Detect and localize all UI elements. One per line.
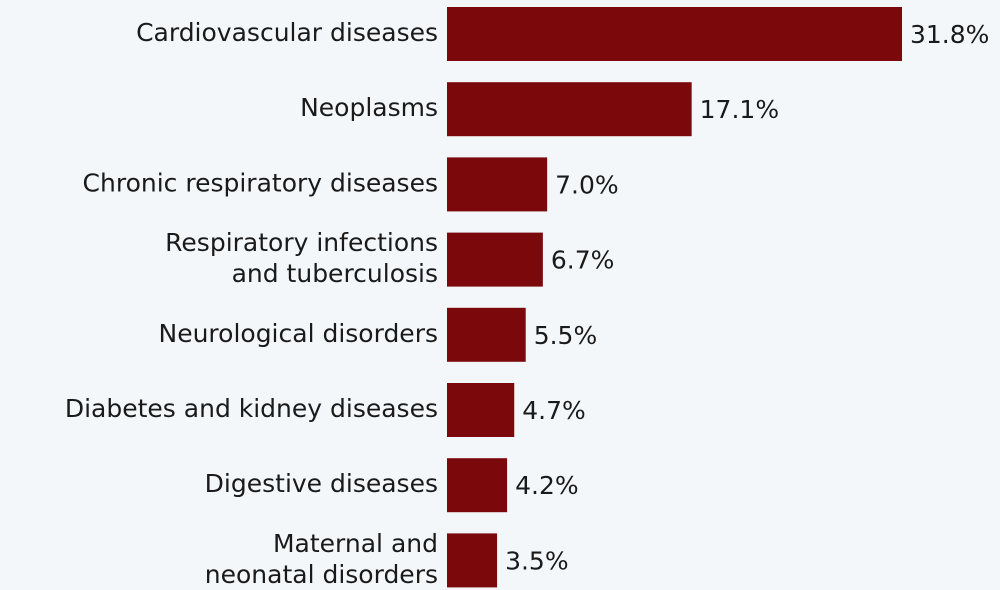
category-label-line: neonatal disorders <box>205 560 438 589</box>
category-label-line: Chronic respiratory diseases <box>83 168 438 197</box>
category-label: Diabetes and kidney diseases <box>65 394 438 423</box>
value-label: 7.0% <box>555 170 619 199</box>
bar <box>447 82 692 137</box>
category-label: Maternal and neonatal disorders <box>205 529 438 589</box>
bar <box>447 232 543 287</box>
value-label: 6.7% <box>551 246 615 275</box>
category-label-line: Neoplasms <box>300 93 438 122</box>
bar <box>447 458 508 513</box>
category-label: Respiratory infections and tuberculosis <box>165 228 438 288</box>
bar <box>447 533 498 588</box>
category-label-line: Cardiovascular diseases <box>136 18 438 47</box>
value-label: 5.5% <box>534 321 598 350</box>
category-label: Cardiovascular diseases <box>136 18 438 47</box>
category-label-line: Maternal and <box>273 529 438 558</box>
category-label: Chronic respiratory diseases <box>83 168 438 197</box>
category-label: Neurological disorders <box>159 319 439 348</box>
bar <box>447 157 548 212</box>
category-label-line: Digestive diseases <box>205 469 438 498</box>
category-label-line: Neurological disorders <box>159 319 439 348</box>
bar <box>447 7 902 61</box>
bar <box>447 307 526 362</box>
category-label-line: Diabetes and kidney diseases <box>65 394 438 423</box>
value-label: 17.1% <box>700 95 779 124</box>
category-label: Neoplasms <box>300 93 438 122</box>
category-label-line: Respiratory infections <box>165 228 438 257</box>
category-label-line: and tuberculosis <box>232 259 438 288</box>
value-label: 4.2% <box>515 471 579 500</box>
value-label: 31.8% <box>910 20 989 49</box>
bar <box>447 383 515 437</box>
category-label: Digestive diseases <box>205 469 438 498</box>
value-label: 4.7% <box>522 396 586 425</box>
value-label: 3.5% <box>505 546 569 575</box>
